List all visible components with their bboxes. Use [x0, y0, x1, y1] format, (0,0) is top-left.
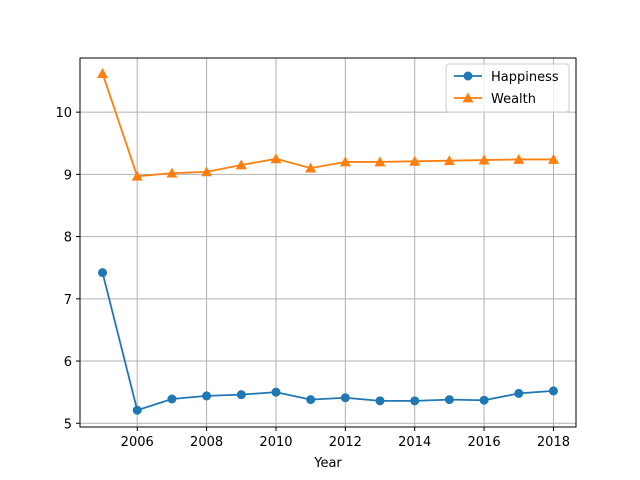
y-axis-ticks: 5 6 7 8 9 10: [55, 106, 80, 432]
y-tick-label: 8: [64, 231, 72, 246]
happiness-point: [548, 386, 558, 396]
grid-lines: [80, 58, 576, 427]
x-axis-ticks: 2006 2008 2010 2012 2014 2016 2018: [121, 427, 570, 450]
happiness-point: [444, 395, 454, 405]
happiness-point: [98, 268, 108, 278]
legend-item-wealth: Wealth: [454, 92, 536, 107]
wealth-point: [339, 156, 351, 167]
wealth-point: [409, 155, 421, 166]
happiness-point: [479, 395, 489, 405]
series-layer: [97, 68, 559, 415]
wealth-point: [270, 153, 282, 164]
wealth-point: [305, 162, 317, 173]
wealth-point: [443, 155, 455, 166]
wealth-point: [166, 167, 178, 178]
x-tick-label: 2008: [190, 435, 223, 450]
series-wealth: [97, 68, 559, 181]
y-tick-label: 10: [55, 106, 72, 121]
wealth-point: [513, 153, 525, 164]
plot-frame: [79, 57, 577, 428]
wealth-point: [547, 153, 559, 164]
happiness-point: [410, 396, 420, 406]
legend: Happiness Wealth: [445, 63, 570, 113]
legend-marker: [462, 92, 474, 103]
legend-marker: [463, 71, 473, 81]
happiness-point: [306, 395, 316, 405]
y-tick-label: 6: [64, 355, 72, 370]
x-tick-label: 2016: [468, 435, 501, 450]
happiness-point: [202, 391, 212, 401]
happiness-point: [514, 388, 524, 398]
wealth-point: [201, 166, 213, 177]
x-tick-label: 2006: [121, 435, 154, 450]
x-tick-label: 2012: [329, 435, 362, 450]
series-happiness: [98, 268, 558, 415]
legend-label: Wealth: [491, 92, 536, 107]
happiness-point: [375, 396, 385, 406]
x-tick-label: 2010: [259, 435, 292, 450]
legend-item-happiness: Happiness: [454, 70, 559, 85]
y-tick-label: 5: [64, 417, 72, 432]
happiness-point: [167, 394, 177, 404]
y-tick-label: 9: [64, 168, 72, 183]
x-tick-label: 2018: [537, 435, 570, 450]
wealth-point: [97, 68, 109, 78]
x-axis-label: Year: [313, 456, 342, 471]
wealth-point: [374, 156, 386, 167]
legend-label: Happiness: [491, 70, 559, 85]
happiness-point: [340, 393, 350, 403]
y-tick-label: 7: [64, 293, 72, 308]
wealth-point: [235, 159, 247, 170]
x-tick-label: 2014: [398, 435, 431, 450]
happiness-point: [271, 387, 281, 397]
happiness-point: [236, 390, 246, 400]
wealth-line: [101, 73, 554, 178]
wealth-point: [131, 170, 143, 181]
happiness-point: [132, 405, 142, 415]
happiness-line: [101, 272, 554, 412]
wealth-point: [478, 154, 490, 165]
